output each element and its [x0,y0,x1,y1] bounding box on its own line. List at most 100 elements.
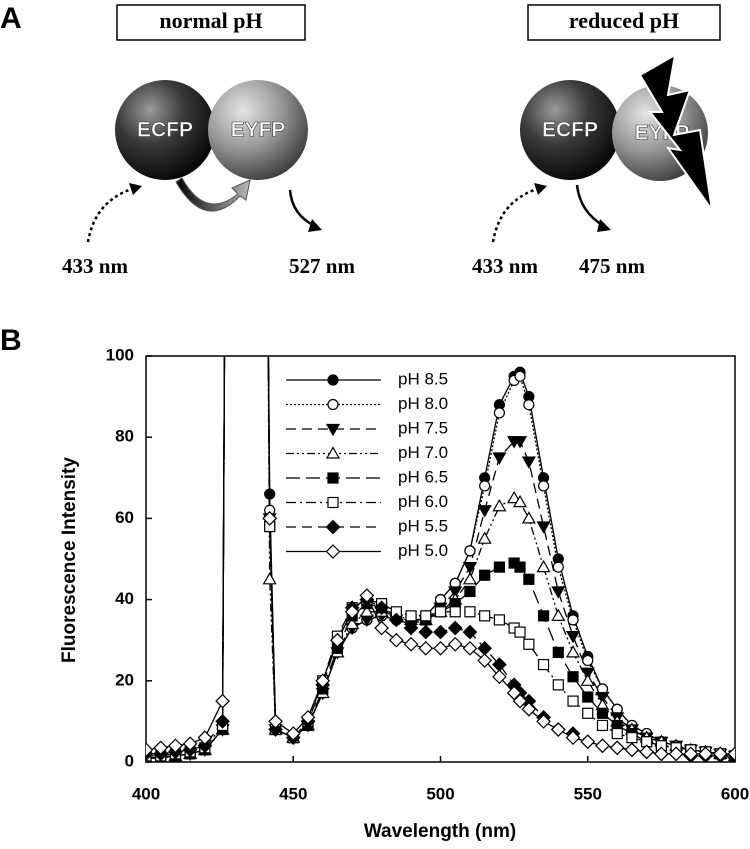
marker [418,624,434,640]
marker [523,638,535,650]
legend-label: pH 5.5 [398,516,448,535]
arrowhead [597,219,611,232]
marker [493,614,505,626]
diagram-normal: normal pH ECFP EYFP 433 nm 527 nm [62,4,355,278]
marker [523,399,535,411]
marker [345,616,360,630]
wavelength-label: 475 nm [579,254,645,278]
marker [359,588,375,603]
donor-sphere [115,80,215,180]
marker [325,544,341,559]
legend: pH 8.5 pH 8.0 pH 7.5 pH 7.0 pH 6.5 pH 6.0 pH 5… [286,369,448,560]
marker [462,572,477,585]
marker [477,505,492,518]
x-tick-label: 550 [574,784,602,803]
lightning [638,53,713,211]
wavelength-label: 433 nm [472,254,538,278]
x-tick-label: 450 [279,784,307,803]
marker [698,746,713,762]
marker [264,488,276,500]
donor-label: ECFP [542,119,598,142]
marker [493,561,505,573]
x-tick-label: 400 [132,784,160,803]
wavelength-label: 433 nm [62,254,128,278]
marker [609,740,625,756]
marker [580,673,595,686]
marker [582,654,594,667]
y-tick-label: 20 [115,670,134,689]
marker [262,572,277,585]
marker [668,746,684,762]
marker [420,610,432,622]
marker [153,740,169,756]
marker [492,669,507,685]
marker [388,632,404,648]
marker [327,496,339,509]
legend-label: pH 5.0 [398,541,448,560]
marker [567,671,579,683]
marker [507,490,522,504]
marker [512,693,528,709]
marker [464,585,476,598]
excitation-arrow [86,186,136,243]
marker [462,562,477,575]
marker [449,606,461,618]
donor-sphere [520,80,620,180]
marker [374,600,389,616]
marker [268,714,283,729]
marker [493,407,505,419]
y-tick-label: 100 [106,345,134,364]
marker [582,707,594,719]
marker [344,604,360,620]
marker [514,561,526,573]
legend-label: pH 7.0 [398,443,448,462]
marker [479,610,491,622]
legend-label: pH 8.5 [398,369,448,388]
marker [182,736,198,752]
donor-label: ECFP [137,119,193,142]
marker [359,604,374,617]
fret-arrow [175,177,251,212]
panel-label: A [0,2,22,35]
arrowhead [129,183,142,195]
marker [512,436,528,449]
marker [325,423,341,437]
marker [462,640,478,656]
marker [447,636,463,652]
marker [567,614,579,626]
marker [405,610,417,622]
y-tick-label: 80 [115,427,134,446]
marker [683,746,699,762]
marker [168,738,183,754]
acceptor-sphere [208,80,308,180]
marker [537,610,550,622]
marker [388,612,404,628]
marker [197,730,213,745]
marker [327,374,339,386]
wavelength-label: 527 nm [289,254,355,278]
marker [447,620,463,636]
marker [654,746,669,762]
y-tick-label: 40 [115,589,134,608]
y-tick-label: 0 [125,751,134,770]
marker [596,719,609,732]
emission-arrow [288,189,316,228]
legend-label: pH 8.0 [398,394,448,413]
acceptor-label: EYFP [231,119,286,142]
marker [215,714,230,729]
y-axis-label: Fluorescence Intensity [59,457,80,663]
panel-label: B [0,324,22,357]
marker [536,559,551,573]
marker [479,480,491,492]
marker [552,679,564,691]
marker [580,734,596,750]
marker [285,726,301,741]
title-box [116,4,306,41]
spectrum-chart: Wavelength (nm) Fluorescence Intensity 0… [59,345,749,842]
marker [521,701,537,717]
marker [374,620,389,636]
marker [580,667,595,680]
arrowhead [534,183,547,195]
marker [479,569,491,581]
marker [448,586,463,599]
